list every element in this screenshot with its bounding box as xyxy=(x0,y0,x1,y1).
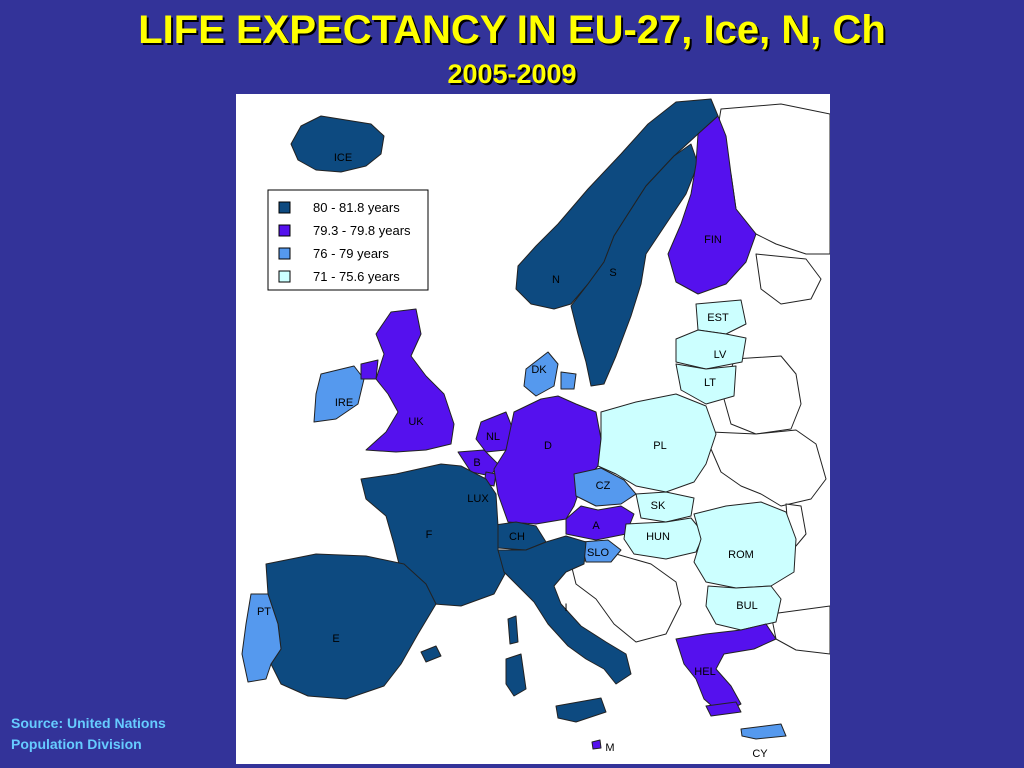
map-legend: 80 - 81.8 years 79.3 - 79.8 years 76 - 7… xyxy=(267,189,429,291)
country-cy xyxy=(740,723,787,740)
country-f xyxy=(360,463,507,607)
label-uk: UK xyxy=(408,416,424,428)
label-n: N xyxy=(552,274,560,286)
label-cy: CY xyxy=(752,748,768,760)
label-fin: FIN xyxy=(704,234,722,246)
label-ire: IRE xyxy=(335,397,353,409)
label-slo: SLO xyxy=(587,547,609,559)
country-pl xyxy=(597,393,717,493)
label-ch: CH xyxy=(509,531,525,543)
country-f-corsica xyxy=(507,615,519,645)
label-b: B xyxy=(473,457,480,469)
legend-swatch xyxy=(278,270,291,283)
label-lux: LUX xyxy=(467,493,489,505)
source-line-2: Population Division xyxy=(11,736,142,752)
country-rom xyxy=(693,501,797,589)
country-i-sicily xyxy=(555,697,607,723)
country-uk xyxy=(365,308,455,453)
label-cz: CZ xyxy=(596,480,611,492)
label-lv: LV xyxy=(714,349,727,361)
label-f: F xyxy=(426,529,433,541)
label-m: M xyxy=(605,742,614,754)
country-e xyxy=(265,553,437,700)
label-e: E xyxy=(332,633,339,645)
legend-item: 71 - 75.6 years xyxy=(278,269,400,284)
label-ice: ICE xyxy=(334,152,352,164)
country-a xyxy=(565,505,635,541)
label-d: D xyxy=(544,440,552,452)
country-n xyxy=(515,98,719,310)
label-nl: NL xyxy=(486,431,500,443)
region-ukraine xyxy=(710,429,827,507)
country-d xyxy=(493,395,602,525)
country-fin xyxy=(667,115,757,295)
country-ice xyxy=(290,115,385,173)
country-lv xyxy=(675,329,747,370)
label-a: A xyxy=(592,520,600,532)
country-dk xyxy=(523,351,559,397)
label-sk: SK xyxy=(651,500,666,512)
source-note: Source: United Nations Population Divisi… xyxy=(11,713,166,755)
legend-swatch xyxy=(278,247,291,260)
source-line-1: Source: United Nations xyxy=(11,715,166,731)
legend-swatch xyxy=(278,201,291,214)
europe-map: ICE N S FIN EST LV LT DK IRE UK NL B LUX… xyxy=(236,94,830,764)
country-est xyxy=(695,299,747,335)
legend-label: 76 - 79 years xyxy=(313,246,389,261)
legend-label: 79.3 - 79.8 years xyxy=(313,223,411,238)
country-ire xyxy=(313,365,365,423)
label-hun: HUN xyxy=(646,531,670,543)
legend-label: 80 - 81.8 years xyxy=(313,200,400,215)
country-cz xyxy=(573,467,637,507)
country-m xyxy=(591,739,602,750)
page-subtitle: 2005-2009 xyxy=(447,59,577,89)
label-est: EST xyxy=(707,312,729,324)
region-balkans xyxy=(570,553,682,643)
country-e-balearic xyxy=(420,645,442,663)
country-slo xyxy=(580,539,622,563)
legend-item: 79.3 - 79.8 years xyxy=(278,223,411,238)
region-russia-kaliningrad xyxy=(755,253,822,305)
country-hun xyxy=(623,517,705,560)
label-s: S xyxy=(609,267,616,279)
country-sk xyxy=(635,491,695,523)
legend-item: 76 - 79 years xyxy=(278,246,389,261)
page-title: LIFE EXPECTANCY IN EU-27, Ice, N, Ch xyxy=(138,8,886,52)
map-svg: ICE N S FIN EST LV LT DK IRE UK NL B LUX… xyxy=(241,98,830,760)
legend-swatch xyxy=(278,224,291,237)
legend-item: 80 - 81.8 years xyxy=(278,200,400,215)
country-dk-islands xyxy=(560,371,577,390)
country-i-sardinia xyxy=(505,653,527,697)
legend-label: 71 - 75.6 years xyxy=(313,269,400,284)
label-dk: DK xyxy=(531,364,547,376)
label-pl: PL xyxy=(653,440,666,452)
label-lt: LT xyxy=(704,377,716,389)
label-i: I xyxy=(564,602,567,614)
label-rom: ROM xyxy=(728,549,754,561)
country-pt xyxy=(241,593,282,683)
region-belarus xyxy=(723,355,802,435)
label-hel: HEL xyxy=(694,666,715,678)
country-hel-crete xyxy=(705,701,742,717)
country-hel xyxy=(675,623,777,715)
label-bul: BUL xyxy=(736,600,757,612)
region-turkey xyxy=(770,605,830,655)
country-i xyxy=(497,535,632,685)
country-uk-ni xyxy=(360,359,379,380)
country-lt xyxy=(675,363,737,405)
country-s xyxy=(570,143,699,387)
country-bul xyxy=(705,585,782,631)
label-pt: PT xyxy=(257,606,271,618)
